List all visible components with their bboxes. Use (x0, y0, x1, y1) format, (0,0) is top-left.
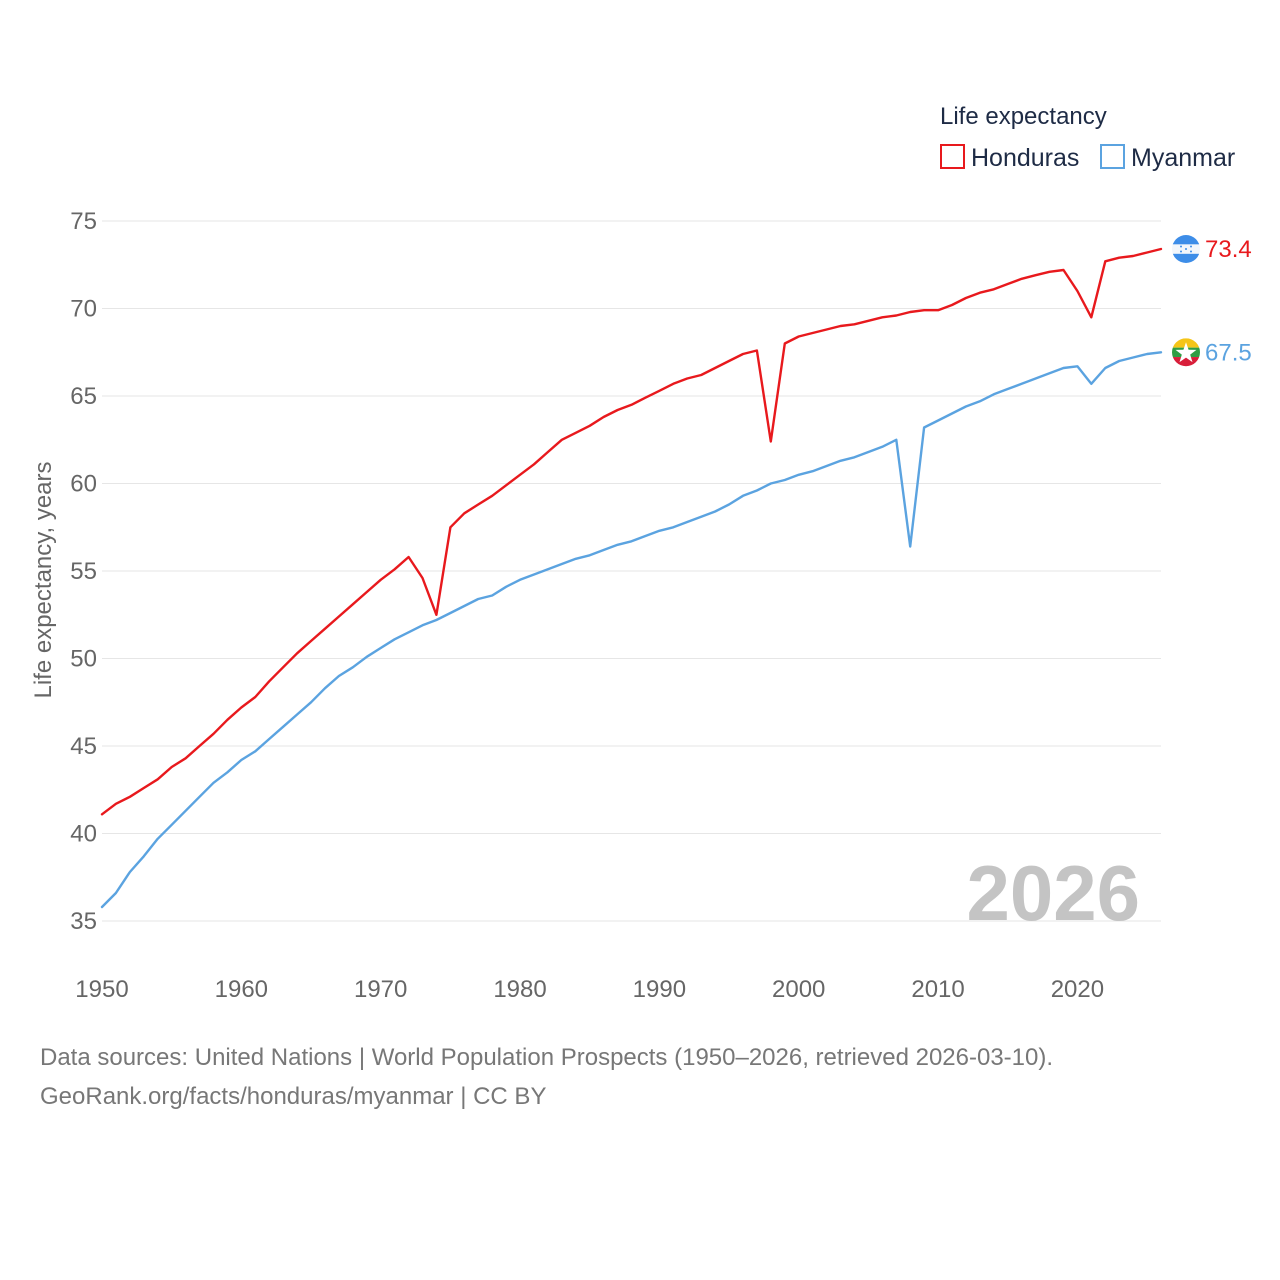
legend-label-honduras: Honduras (971, 144, 1079, 172)
attribution-link[interactable]: GeoRank.org/facts/honduras/myanmar | CC … (40, 1083, 547, 1110)
end-value-label-myanmar: 67.5 (1205, 339, 1252, 366)
legend-label-myanmar: Myanmar (1131, 144, 1235, 172)
y-tick-label: 60 (70, 471, 97, 498)
data-sources-note: Data sources: United Nations | World Pop… (40, 1044, 1054, 1071)
legend-title: Life expectancy (940, 103, 1107, 130)
x-tick-label: 2000 (772, 976, 825, 1003)
x-tick-label: 1950 (75, 976, 128, 1003)
x-tick-label: 1990 (633, 976, 686, 1003)
y-axis-title: Life expectancy, years (30, 461, 57, 698)
x-axis-ticks: 1950 1960 1970 1980 1990 2000 2010 2020 (75, 976, 1104, 1003)
current-year-watermark: 2026 (966, 849, 1140, 937)
series-line-honduras[interactable] (100, 247, 1163, 816)
legend-item-myanmar[interactable]: Myanmar (1100, 144, 1235, 172)
legend-swatch-myanmar (1100, 144, 1125, 169)
y-axis-ticks: 35 40 45 50 55 60 65 70 75 (70, 208, 97, 935)
y-tick-label: 35 (70, 908, 97, 935)
y-tick-label: 45 (70, 733, 97, 760)
series-endpoints: 73.4 67.5 (1172, 235, 1252, 367)
y-tick-label: 50 (70, 646, 97, 673)
myanmar-flag-icon (1172, 338, 1200, 367)
line-chart: 35 40 45 50 55 60 65 70 75 1950 1960 1970 1980 1990 2… (30, 103, 1252, 1003)
y-tick-label: 70 (70, 296, 97, 323)
y-tick-label: 65 (70, 383, 97, 410)
x-tick-label: 1970 (354, 976, 407, 1003)
x-tick-label: 2010 (911, 976, 964, 1003)
legend-swatch-honduras (940, 144, 965, 169)
series-lines (100, 247, 1163, 909)
x-tick-label: 2020 (1051, 976, 1104, 1003)
honduras-flag-icon (1172, 235, 1200, 263)
y-tick-label: 55 (70, 558, 97, 585)
y-tick-label: 40 (70, 821, 97, 848)
series-line-myanmar[interactable] (100, 351, 1163, 909)
legend: Life expectancy Honduras Myanmar (940, 103, 1235, 172)
y-tick-label: 75 (70, 208, 97, 235)
x-tick-label: 1960 (215, 976, 268, 1003)
end-value-label-honduras: 73.4 (1205, 236, 1252, 263)
legend-item-honduras[interactable]: Honduras (940, 144, 1079, 172)
gridlines (102, 220, 1161, 922)
x-tick-label: 1980 (493, 976, 546, 1003)
